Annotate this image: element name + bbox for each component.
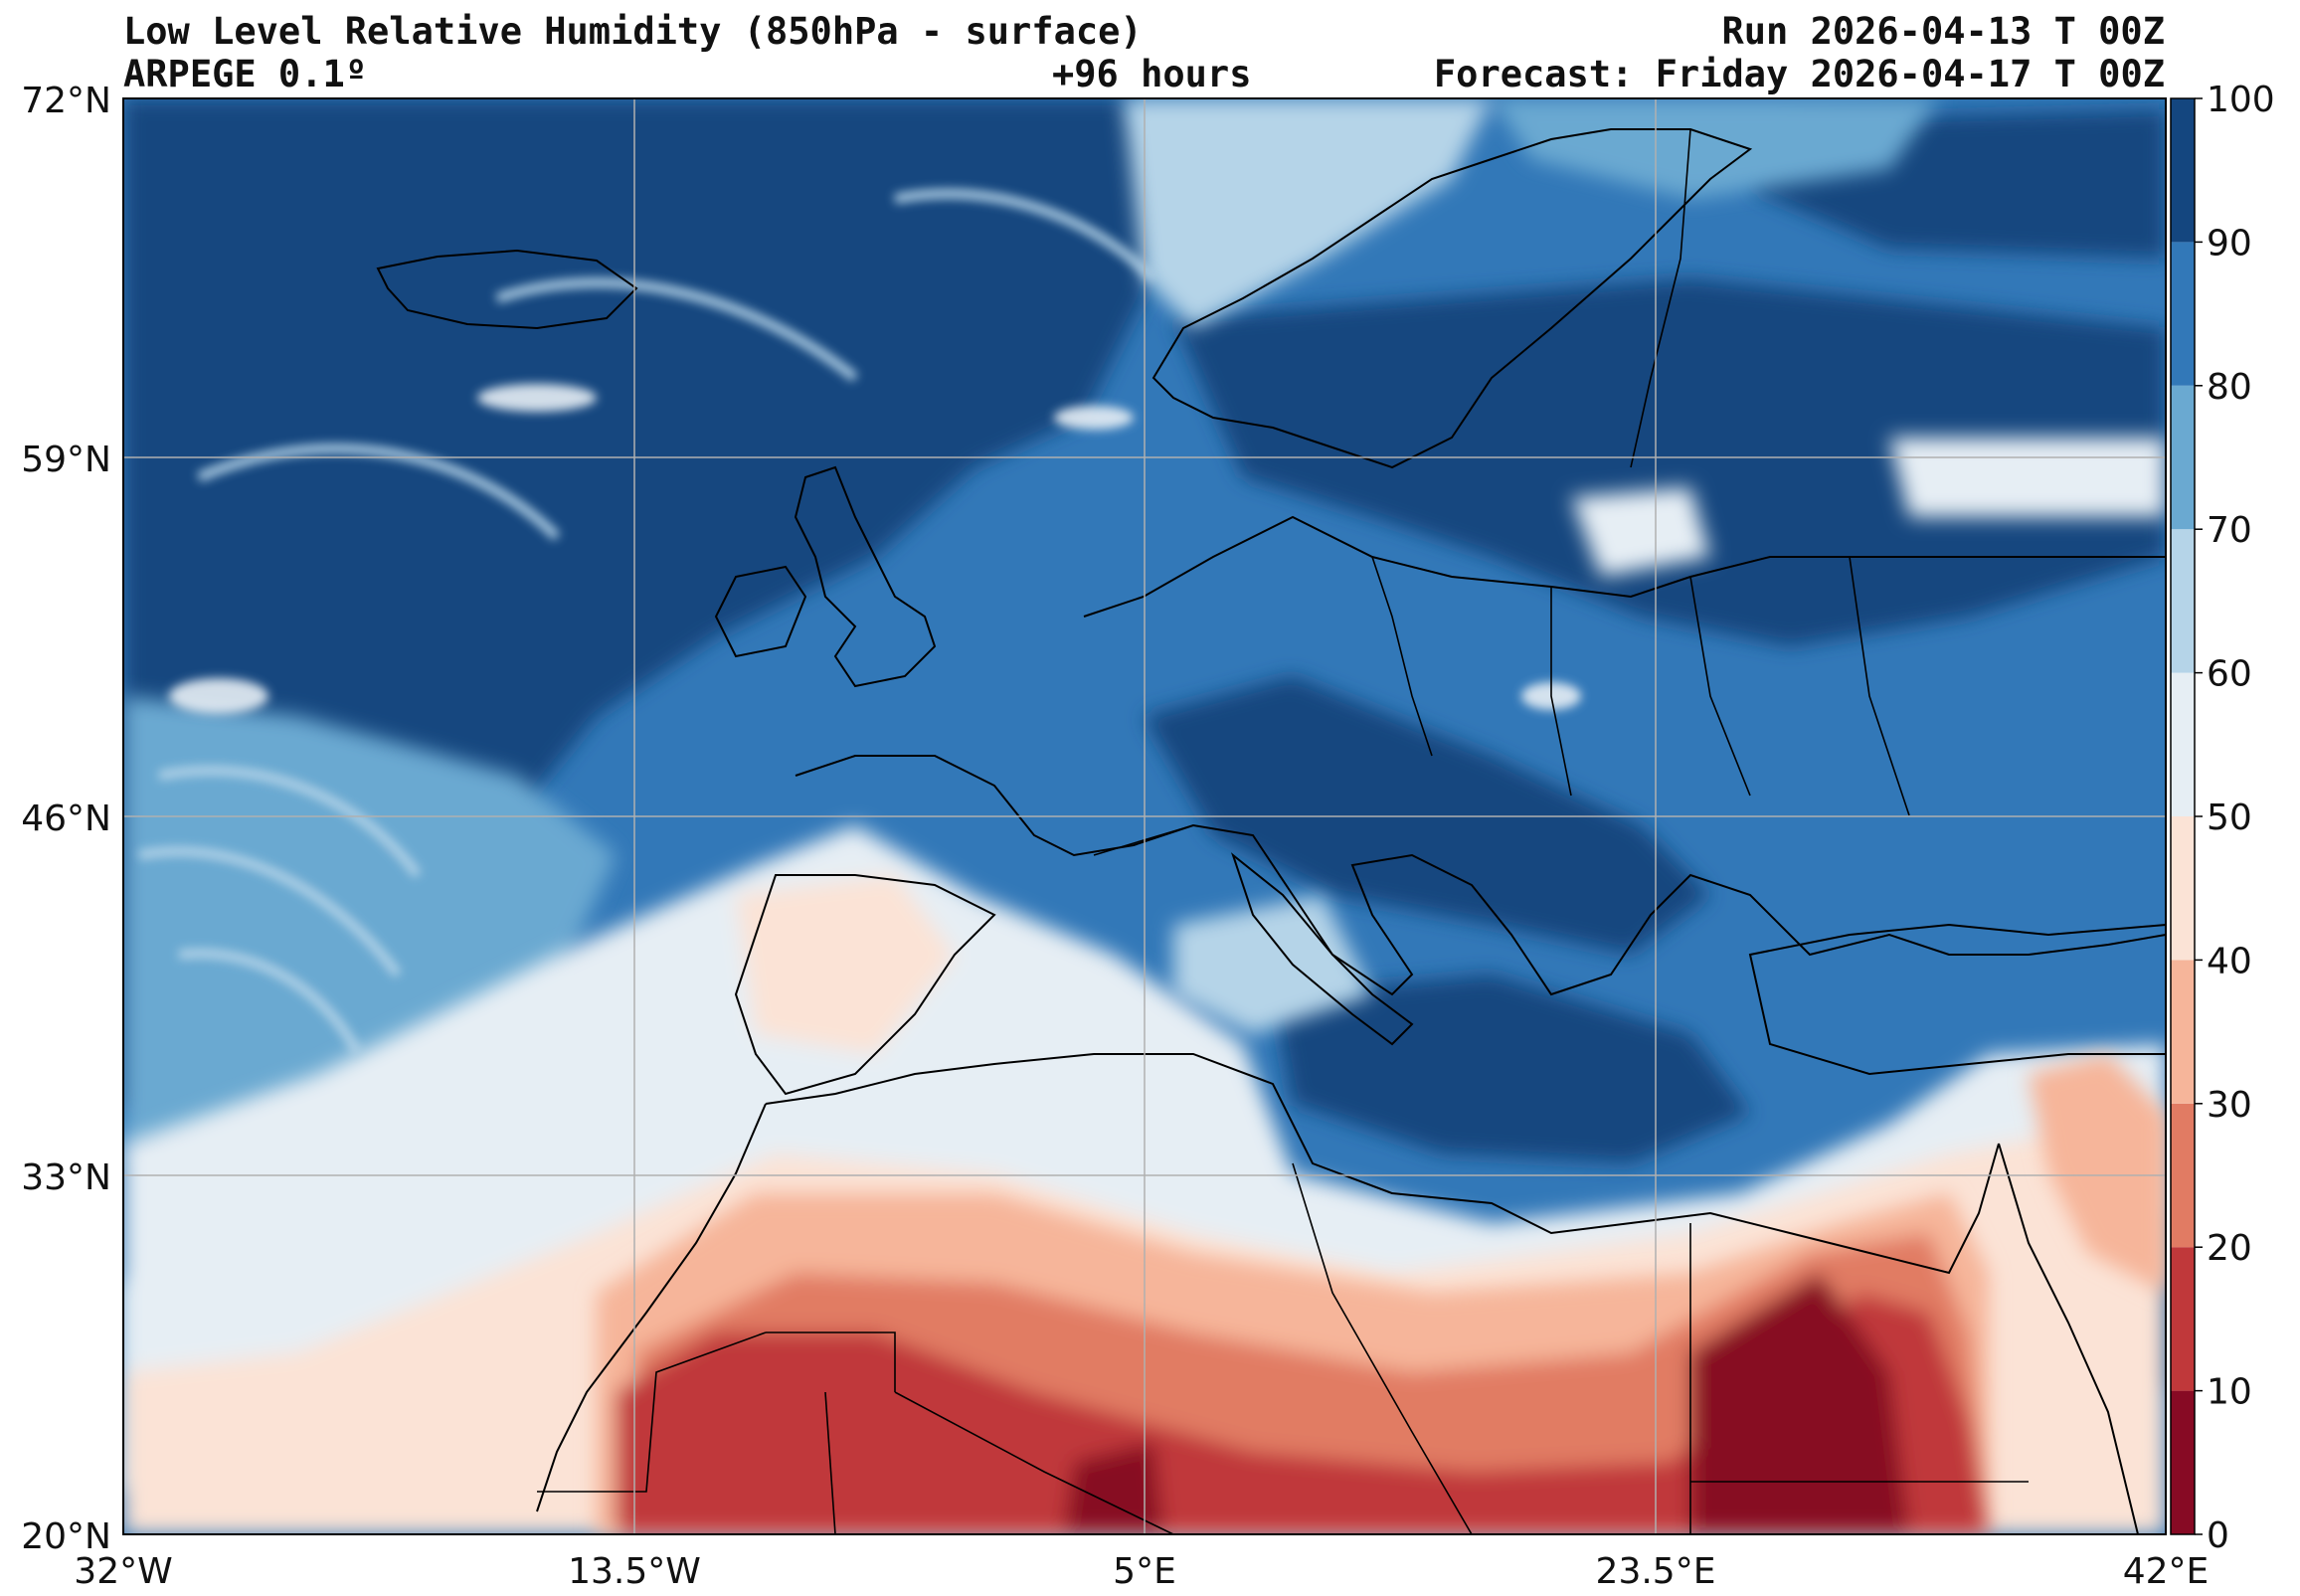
coastlines [376,128,2166,1534]
colorbar-segment [2171,1247,2195,1391]
run-time: Run 2026-04-13 T 00Z [1721,10,2165,53]
colorbar-tick-label: 100 [2207,80,2275,120]
colorbar-segment [2171,672,2195,816]
model-name: ARPEGE 0.1º [123,53,368,95]
colorbar-tick-label: 10 [2207,1372,2252,1413]
colorbar-segment [2171,816,2195,961]
map-title: Low Level Relative Humidity (850hPa - su… [123,10,1143,53]
lon-label-32w: 32°W [74,1551,172,1592]
forecast-time: Forecast: Friday 2026-04-17 T 00Z [1433,53,2165,95]
lat-label-59: 59°N [21,440,111,480]
colorbar-segment [2171,1390,2195,1534]
lead-time: +96 hours [1052,53,1252,95]
colorbar-tick-label: 40 [2207,941,2252,981]
lon-label-23-5e: 23.5°E [1596,1551,1716,1592]
colorbar-segment [2171,242,2195,386]
colorbar [2170,97,2203,1535]
lon-label-42e: 42°E [2123,1551,2210,1592]
lat-axis: 72°N 59°N 46°N 33°N 20°N [21,81,111,1557]
lat-label-20: 20°N [21,1516,111,1557]
colorbar-tick-label: 60 [2207,654,2252,695]
lon-axis: 32°W 13.5°W 5°E 23.5°E 42°E [74,1551,2209,1592]
graticule [123,98,2166,1534]
lon-label-13-5w: 13.5°W [568,1551,701,1592]
colorbar-tick-label: 30 [2207,1085,2252,1126]
colorbar-tick-label: 90 [2207,223,2252,264]
colorbar-segment [2171,529,2195,673]
colorbar-tick-label: 20 [2207,1228,2252,1269]
colorbar-tick-label: 80 [2207,367,2252,408]
lat-label-72: 72°N [21,81,111,121]
lon-label-5e: 5°E [1113,1551,1176,1592]
colorbar-segment [2171,960,2195,1104]
colorbar-segment [2171,1103,2195,1248]
colorbar-tick-label: 70 [2207,510,2252,551]
colorbar-segment [2171,385,2195,530]
lat-label-33: 33°N [21,1157,111,1198]
political-borders [537,128,2029,1534]
lat-label-46: 46°N [21,798,111,839]
colorbar-tick-label: 50 [2207,798,2252,838]
colorbar-segment [2171,98,2195,243]
colorbar-tick-label: 0 [2207,1515,2229,1556]
map-frame [122,97,2167,1535]
colorbar-labels: 0 10 20 30 40 50 60 70 80 90 100 [2207,80,2275,1556]
